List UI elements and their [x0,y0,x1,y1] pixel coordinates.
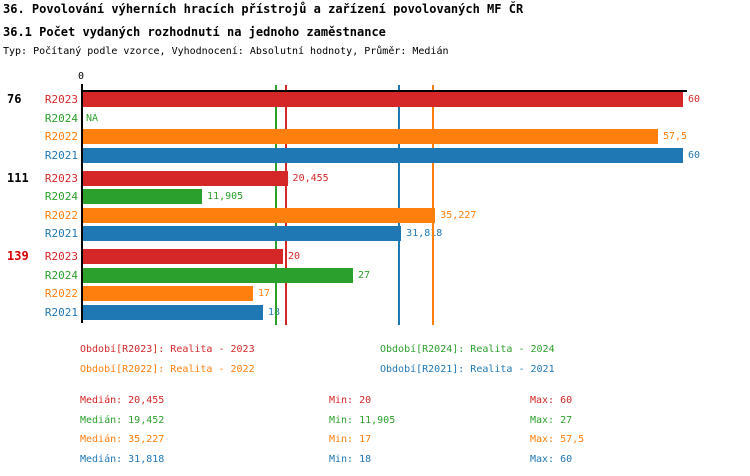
bar-R2023 [83,249,283,264]
row-label-R2022: R2022 [44,208,78,222]
stat-max-R2023: Max: 60 [530,395,573,406]
row-label-R2024: R2024 [44,111,78,125]
legend-item-R2023: Období[R2023]: Realita - 2023 [80,344,255,355]
legend: Období[R2023]: Realita - 2023 Období[R202… [0,336,750,386]
row-label-R2024: R2024 [44,268,78,282]
bar-R2021 [83,226,402,241]
legend-item-R2021: Období[R2021]: Realita - 2021 [380,364,555,375]
row-label-R2024: R2024 [44,190,78,203]
median-line-R2022 [432,85,435,325]
row-label-R2023: R2023 [44,93,78,106]
median-line-R2024 [274,85,277,325]
bar-value-label: 27 [358,269,371,281]
median-line-R2021 [398,85,401,325]
bar-value-label: 17 [258,288,271,299]
chart-meta: Typ: Počítaný podle vzorce, Vyhodnocení:… [3,46,449,57]
bar-R2022 [83,207,436,223]
bar-value-label: 57,5 [663,131,688,142]
bar-R2022 [83,286,253,301]
stat-median-R2021: Medián: 31,818 [80,453,165,465]
stat-median-R2023: Medián: 20,455 [80,395,165,406]
row-label-R2021: R2021 [44,227,78,240]
stat-min-R2022: Min: 17 [329,434,372,445]
stat-median-R2022: Medián: 35,227 [80,434,165,445]
axis-tick [81,84,83,90]
stat-min-R2021: Min: 18 [329,453,372,465]
group-label: 76 [7,92,22,106]
median-line-R2023 [284,85,287,325]
bar-value-label: 20 [288,251,301,262]
row-label-R2021: R2021 [44,148,78,162]
bar-R2021 [83,147,683,163]
bar-R2022 [83,129,658,144]
y-axis-line [81,90,83,323]
x-axis-line [81,90,687,92]
legend-item-R2022: Období[R2022]: Realita - 2022 [80,364,255,375]
stat-max-R2022: Max: 57,5 [530,434,585,445]
bar-R2023 [83,170,288,186]
bar-value-label: 20,455 [292,172,329,184]
legend-item-R2024: Období[R2024]: Realita - 2024 [380,344,555,355]
bar-value-label: 31,818 [406,228,443,239]
bar-value-label: 60 [688,94,701,105]
bar-value-label: 11,905 [207,191,244,202]
plot-area: 0 76 R2023 60 R2024 NA R2022 57,5 R2021 60 111 R20… [7,71,701,325]
stats-table: Medián: 20,455 Min: 20 Max: 60 Medián: 19,4… [0,388,750,476]
chart-subtitle: 36.1 Počet vydaných rozhodnutí na jednoh… [3,25,386,39]
row-label-R2022: R2022 [44,130,78,143]
stat-max-R2021: Max: 60 [530,453,573,465]
axis-origin-label: 0 [78,71,85,82]
bar-value-label: 18 [268,305,280,320]
row-label-R2021: R2021 [44,305,78,319]
stat-min-R2024: Min: 11,905 [329,414,396,426]
row-label-R2023: R2023 [44,171,78,185]
row-label-R2023: R2023 [44,250,78,263]
stat-median-R2024: Medián: 19,452 [80,414,165,426]
group-label: 139 [7,249,29,263]
stat-min-R2023: Min: 20 [329,395,372,406]
bar-R2024 [83,267,353,283]
bar-value-label-na: NA [86,112,99,124]
row-label-R2022: R2022 [44,287,78,300]
bar-value-label: 60 [688,149,701,161]
bar-R2021 [83,304,263,320]
bar-R2024 [83,189,203,204]
bar-R2023 [83,92,683,107]
stat-max-R2024: Max: 27 [530,414,573,426]
chart-title: 36. Povolování výherních hracích přístro… [3,2,524,16]
bar-value-label: 35,227 [440,209,477,221]
group-label: 111 [7,170,29,185]
